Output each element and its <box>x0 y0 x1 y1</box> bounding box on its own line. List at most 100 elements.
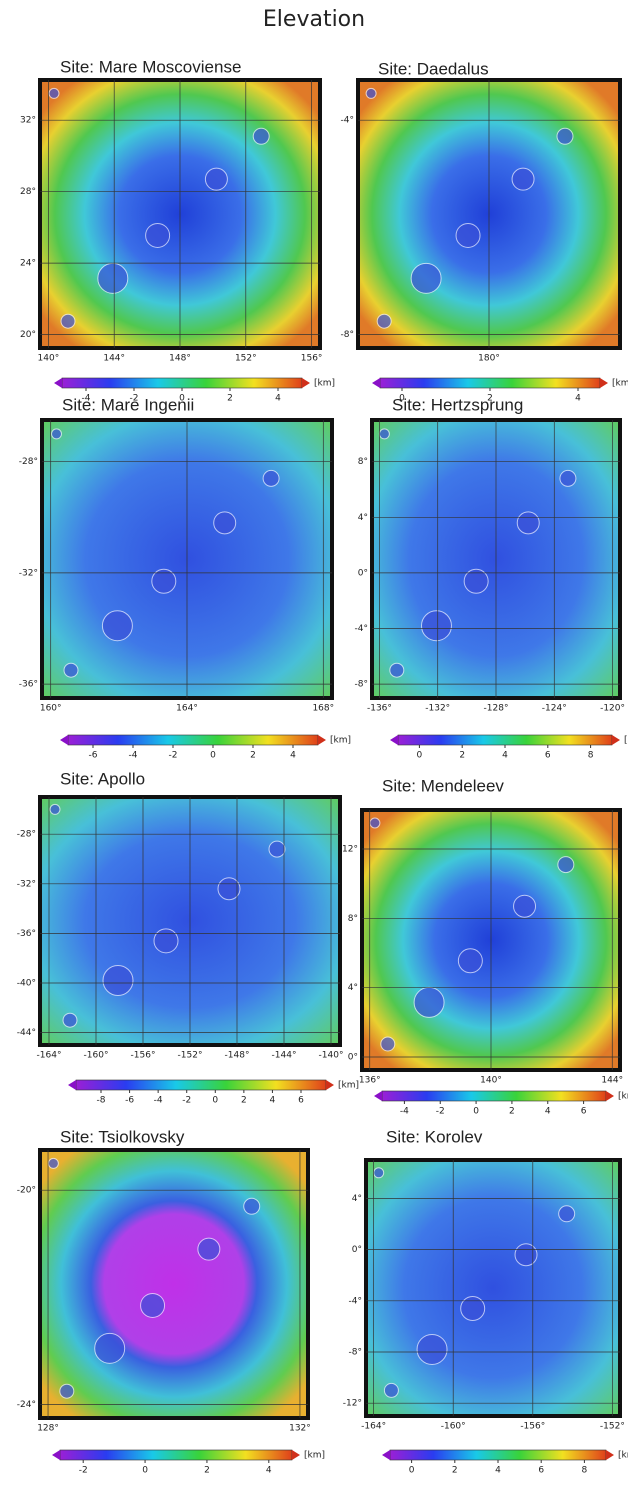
x-tick-label: 144° <box>103 354 125 364</box>
colorbar-end <box>68 1080 76 1090</box>
colorbar <box>382 1091 606 1101</box>
x-tick-label: 168° <box>312 704 334 714</box>
panel-title: Site: Mare Ingenii <box>62 395 194 414</box>
y-tick-label: -4° <box>341 116 354 126</box>
x-tick-label: -120° <box>600 704 625 714</box>
crater-feature <box>205 168 227 190</box>
colorbar-tick-label: 4 <box>275 394 281 404</box>
colorbar-tick-label: -6 <box>89 751 98 761</box>
colorbar-end <box>60 735 68 745</box>
panel-title: Site: Mendeleev <box>382 776 504 795</box>
x-tick-label: -132° <box>425 704 450 714</box>
colorbar-tick-label: 0 <box>417 751 423 761</box>
colorbar-unit: [km] <box>618 1451 628 1461</box>
x-tick-label: -160° <box>84 1051 109 1061</box>
x-tick-label: 164° <box>176 704 198 714</box>
colorbar-end <box>600 378 608 388</box>
colorbar-tick-label: -2 <box>169 751 178 761</box>
colorbar-unit: [km] <box>304 1451 325 1461</box>
y-tick-label: 24° <box>20 259 36 269</box>
y-tick-label: -32° <box>19 568 38 578</box>
colorbar-end <box>318 735 326 745</box>
colorbar-tick-label: 2 <box>459 751 465 761</box>
crater-feature <box>52 429 62 439</box>
crater-feature <box>146 223 170 247</box>
y-tick-label: -36° <box>17 929 36 939</box>
crater-feature <box>414 987 444 1017</box>
colorbar-tick-label: 6 <box>581 1107 587 1117</box>
x-tick-label: -156° <box>520 1422 545 1432</box>
x-tick-label: -152° <box>178 1051 203 1061</box>
colorbar-end <box>326 1080 334 1090</box>
crater-feature <box>49 88 59 98</box>
crater-feature <box>377 314 391 328</box>
crater-feature <box>263 470 279 486</box>
colorbar-tick-label: 6 <box>545 751 551 761</box>
crater-feature <box>411 263 441 293</box>
figure-title: Elevation <box>263 7 365 32</box>
crater-feature <box>381 1037 395 1051</box>
y-tick-label: 0° <box>358 568 368 578</box>
panel-title: Site: Tsiolkovsky <box>60 1127 185 1146</box>
colorbar-unit: [km] <box>338 1081 359 1091</box>
x-tick-label: -148° <box>225 1051 250 1061</box>
colorbar-tick-label: 2 <box>227 394 233 404</box>
y-tick-label: -28° <box>19 457 38 467</box>
x-tick-label: -140° <box>319 1051 344 1061</box>
crater-feature <box>141 1293 165 1317</box>
y-tick-label: -32° <box>17 879 36 889</box>
colorbar <box>62 378 302 388</box>
colorbar-tick-label: -2 <box>182 1096 191 1106</box>
colorbar-unit: [km] <box>330 736 351 746</box>
y-tick-label: -24° <box>17 1400 36 1410</box>
crater-feature <box>95 1333 125 1363</box>
crater-feature <box>154 929 178 953</box>
crater-feature <box>244 1198 260 1214</box>
x-tick-label: 156° <box>301 354 323 364</box>
x-tick-label: 132° <box>289 1424 311 1434</box>
colorbar-end <box>606 1091 614 1101</box>
crater-feature <box>198 1238 220 1260</box>
crater-feature <box>384 1383 398 1397</box>
x-tick-label: 152° <box>235 354 257 364</box>
y-tick-label: -20° <box>17 1186 36 1196</box>
x-tick-label: -164° <box>361 1422 386 1432</box>
colorbar-tick-label: 4 <box>575 394 581 404</box>
colorbar-tick-label: 4 <box>502 751 508 761</box>
colorbar-end <box>374 1091 382 1101</box>
colorbar-end <box>612 735 620 745</box>
x-tick-label: -164° <box>37 1051 62 1061</box>
colorbar-tick-label: 2 <box>241 1096 247 1106</box>
y-tick-label: -4° <box>355 624 368 634</box>
y-tick-label: 4° <box>358 513 368 523</box>
x-tick-label: 136° <box>359 1076 381 1086</box>
colorbar-tick-label: 0 <box>210 751 216 761</box>
x-tick-label: 180° <box>478 354 500 364</box>
crater-feature <box>64 663 78 677</box>
y-tick-label: -8° <box>349 1348 362 1358</box>
crater-feature <box>421 611 451 641</box>
colorbar-tick-label: 8 <box>588 751 594 761</box>
colorbar-tick-label: 2 <box>452 1466 458 1476</box>
colorbar-tick-label: 2 <box>509 1107 515 1117</box>
x-tick-label: -136° <box>367 704 392 714</box>
x-tick-label: 160° <box>40 704 62 714</box>
colorbar <box>380 378 600 388</box>
colorbar-unit: [km] <box>314 379 335 389</box>
colorbar-tick-label: -2 <box>79 1466 88 1476</box>
crater-feature <box>456 223 480 247</box>
y-tick-label: 32° <box>20 116 36 126</box>
panel-title: Site: Korolev <box>386 1127 483 1146</box>
crater-feature <box>253 128 269 144</box>
colorbar-end <box>292 1450 300 1460</box>
colorbar <box>76 1080 326 1090</box>
crater-feature <box>461 1296 485 1320</box>
crater-feature <box>512 168 534 190</box>
colorbar-tick-label: 0 <box>473 1107 479 1117</box>
colorbar-tick-label: -4 <box>400 1107 409 1117</box>
crater-feature <box>102 611 132 641</box>
x-tick-label: -124° <box>542 704 567 714</box>
colorbar-end <box>606 1450 614 1460</box>
crater-feature <box>61 314 75 328</box>
colorbar-tick-label: 4 <box>545 1107 551 1117</box>
